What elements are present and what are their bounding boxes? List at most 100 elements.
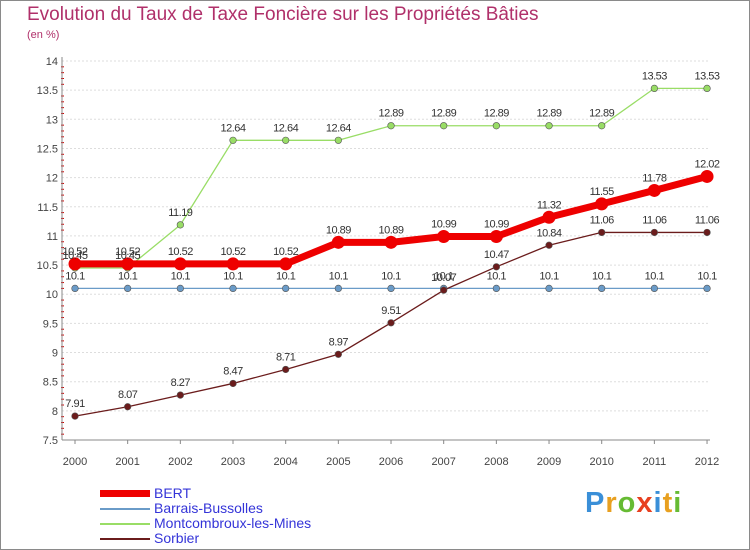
data-point bbox=[492, 263, 500, 271]
data-label: 10.52 bbox=[273, 246, 298, 258]
x-tick-label: 2002 bbox=[168, 456, 192, 468]
data-label: 10.1 bbox=[539, 270, 559, 282]
data-point bbox=[545, 122, 553, 130]
x-tick-label: 2010 bbox=[589, 456, 613, 468]
data-point bbox=[282, 284, 290, 293]
data-point bbox=[545, 284, 553, 293]
logo-letter: P bbox=[585, 487, 606, 519]
data-point bbox=[229, 284, 237, 293]
data-point bbox=[647, 183, 661, 197]
data-label: 11.06 bbox=[695, 214, 720, 226]
x-tick-label: 2009 bbox=[537, 456, 561, 468]
data-point bbox=[331, 235, 345, 249]
data-label: 10.84 bbox=[537, 227, 562, 239]
data-label: 10.1 bbox=[65, 270, 85, 282]
x-tick-label: 2003 bbox=[221, 456, 245, 468]
y-tick-label: 13.5 bbox=[37, 85, 58, 97]
data-label: 10.1 bbox=[487, 270, 507, 282]
data-point bbox=[334, 136, 342, 144]
y-tick-label: 9.5 bbox=[43, 318, 58, 330]
data-label: 11.32 bbox=[537, 199, 562, 211]
y-tick-label: 10 bbox=[46, 289, 58, 301]
data-label: 12.64 bbox=[220, 122, 245, 134]
line-chart: 7.5 8 8.5 9 9.5 10 10.5 11 11.5 12 12.5 13 13.5 14 200… bbox=[37, 56, 721, 468]
y-tick-label: 11 bbox=[47, 231, 58, 243]
data-point bbox=[229, 379, 237, 388]
data-label: 12.02 bbox=[695, 158, 720, 170]
data-label: 10.89 bbox=[379, 224, 404, 236]
data-label: 11.55 bbox=[590, 186, 615, 198]
x-tick-label: 2012 bbox=[695, 456, 719, 468]
data-point bbox=[492, 284, 500, 293]
data-point bbox=[437, 230, 451, 244]
x-tick-label: 2001 bbox=[115, 456, 139, 468]
data-point bbox=[334, 350, 342, 358]
data-label: 12.64 bbox=[326, 122, 351, 134]
data-label: 9.51 bbox=[381, 305, 401, 317]
logo-letter: i bbox=[653, 487, 663, 519]
logo-letter: x bbox=[636, 487, 654, 519]
chart-subtitle: (en %) bbox=[27, 29, 60, 41]
data-label: 13.53 bbox=[642, 70, 667, 82]
data-point bbox=[650, 84, 658, 93]
x-tick-label: 2011 bbox=[643, 456, 667, 468]
data-label: 10.45 bbox=[115, 250, 140, 262]
data-label: 11.06 bbox=[642, 214, 667, 226]
data-point bbox=[279, 257, 293, 271]
data-point bbox=[71, 412, 79, 420]
x-tick-label: 2008 bbox=[484, 456, 508, 468]
data-point bbox=[334, 284, 342, 293]
data-point bbox=[650, 284, 658, 293]
data-label: 12.64 bbox=[273, 122, 298, 134]
x-tick-label: 2007 bbox=[431, 456, 455, 468]
x-tick-label: 2005 bbox=[326, 456, 350, 468]
data-point bbox=[68, 257, 82, 271]
data-point bbox=[700, 169, 714, 183]
data-point bbox=[387, 122, 395, 130]
data-label: 10.52 bbox=[115, 246, 140, 258]
data-label: 10.99 bbox=[484, 219, 509, 231]
logo-letter: i bbox=[673, 487, 683, 519]
data-label: 12.89 bbox=[431, 108, 456, 120]
data-point bbox=[229, 136, 237, 144]
data-label: 13.53 bbox=[695, 70, 720, 82]
y-tick-label: 9 bbox=[52, 348, 58, 360]
y-tick-label: 14 bbox=[46, 56, 58, 68]
data-label: 12.89 bbox=[484, 108, 509, 120]
data-label: 10.1 bbox=[118, 270, 138, 282]
data-label: 12.89 bbox=[537, 108, 562, 120]
data-point bbox=[650, 228, 658, 237]
data-point bbox=[703, 228, 711, 237]
legend-item-sorbier: Sorbier bbox=[100, 530, 360, 546]
legend-label-sorbier: Sorbier bbox=[154, 530, 200, 546]
data-point bbox=[440, 122, 448, 130]
y-tick-label: 12.5 bbox=[37, 143, 58, 155]
data-point bbox=[595, 197, 609, 211]
data-label: 10.99 bbox=[431, 219, 456, 231]
data-point bbox=[176, 221, 184, 229]
legend-swatch-bert bbox=[100, 490, 150, 497]
data-label: 12.89 bbox=[379, 108, 404, 120]
data-label: 10.1 bbox=[329, 270, 349, 282]
data-label: 10.52 bbox=[62, 246, 87, 258]
data-label: 10.1 bbox=[171, 270, 191, 282]
data-point bbox=[545, 241, 553, 249]
data-point bbox=[124, 284, 132, 293]
legend-item-montcombroux: Montcombroux-les-Mines bbox=[100, 515, 360, 531]
data-label: 10.1 bbox=[592, 270, 612, 282]
y-tick-label: 7.5 bbox=[43, 435, 58, 447]
data-label: 11.06 bbox=[590, 214, 615, 226]
data-point bbox=[703, 84, 711, 93]
data-point bbox=[598, 284, 606, 293]
chart-title: Evolution du Taux de Taxe Foncière sur l… bbox=[27, 4, 539, 25]
y-tick-label: 13 bbox=[46, 114, 58, 126]
data-point bbox=[387, 319, 395, 327]
data-point bbox=[492, 122, 500, 130]
y-tick-label: 10.5 bbox=[37, 260, 58, 272]
y-tick-label: 8 bbox=[52, 406, 58, 418]
data-label: 10.89 bbox=[326, 224, 351, 236]
data-point bbox=[121, 257, 135, 271]
data-label: 8.71 bbox=[276, 351, 296, 363]
x-tick-label: 2004 bbox=[273, 456, 297, 468]
data-label: 8.07 bbox=[118, 389, 138, 401]
